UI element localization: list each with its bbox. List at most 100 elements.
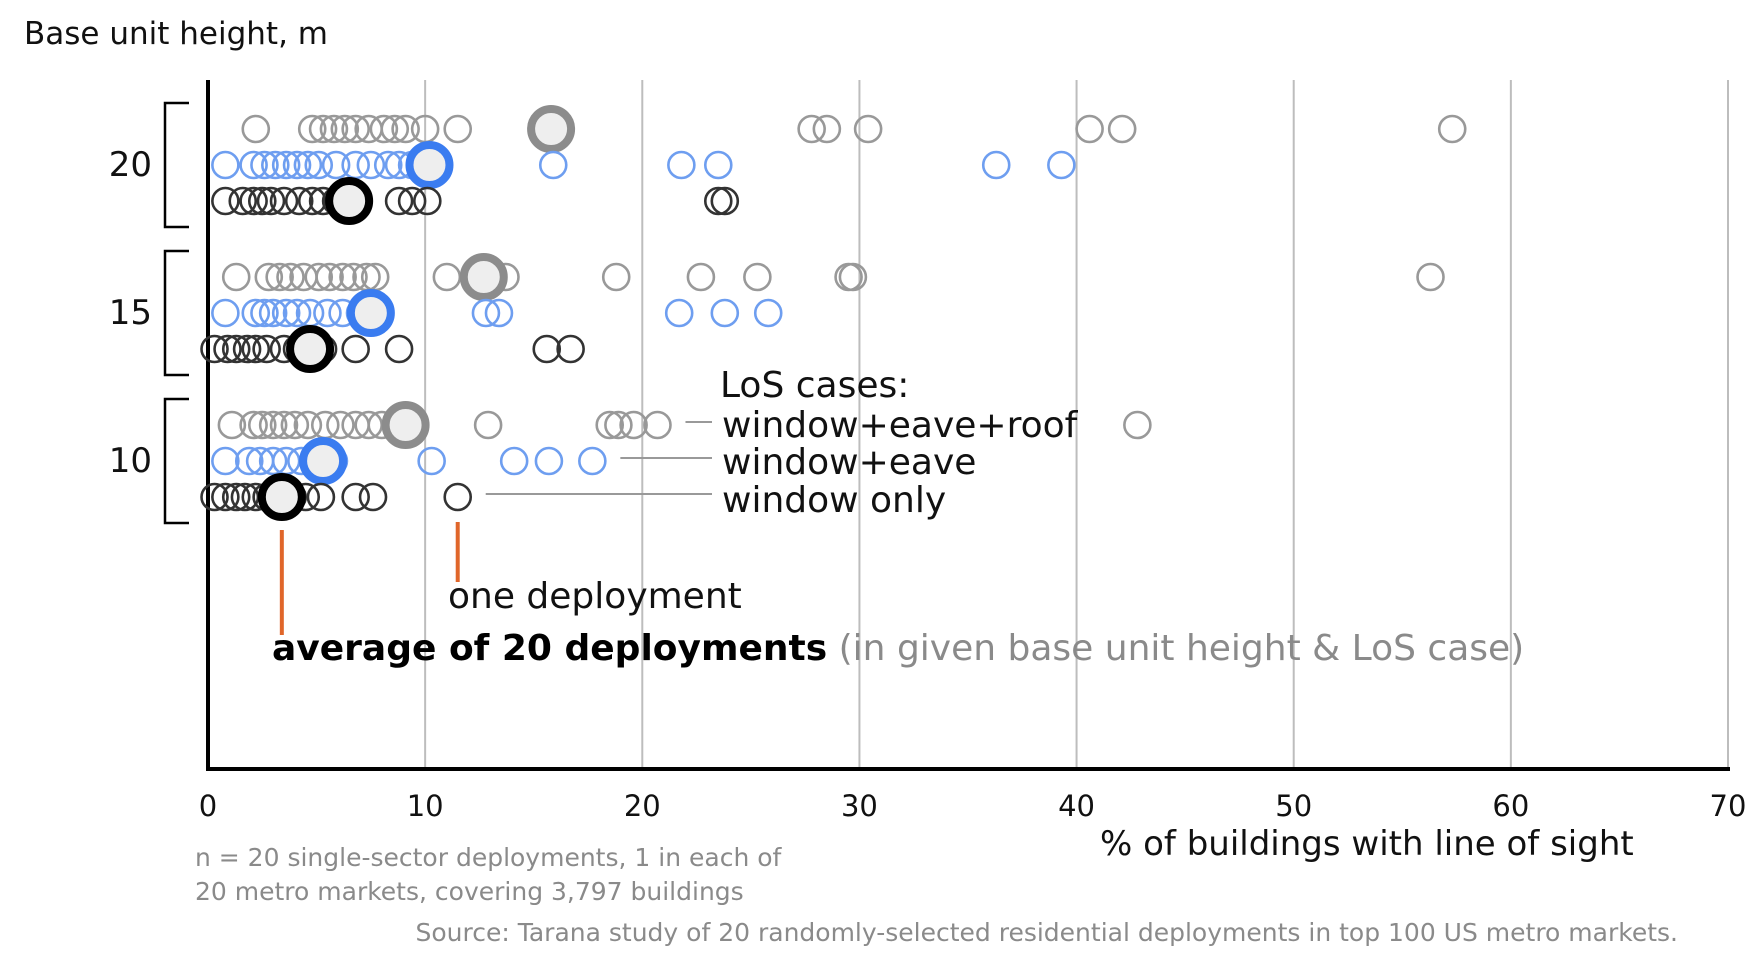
point-15-2-11 <box>384 334 414 364</box>
point-20-0-2 <box>308 114 338 144</box>
point-15-0-5 <box>304 262 334 292</box>
point-10-1-0 <box>211 446 240 476</box>
point-15-1-4 <box>271 298 301 328</box>
point-10-1-10 <box>534 446 564 476</box>
point-10-2-2 <box>221 482 251 512</box>
point-20-1-7 <box>304 150 334 180</box>
point-15-0-11 <box>432 262 462 292</box>
point-15-1-11 <box>471 298 501 328</box>
point-20-0-1 <box>297 114 327 144</box>
x-tick-20: 20 <box>624 789 661 823</box>
point-15-1-14 <box>710 298 740 328</box>
group-bracket-10 <box>163 397 189 525</box>
x-tick-10: 10 <box>407 789 444 823</box>
point-10-2-10 <box>341 482 370 512</box>
point-20-2-1 <box>228 186 258 216</box>
gridlines <box>424 80 1729 769</box>
x-tick-60: 60 <box>1492 789 1529 823</box>
point-10-2-0 <box>200 482 229 512</box>
point-15-1-0 <box>211 298 240 328</box>
average-marker-20-0 <box>527 105 576 153</box>
point-20-2-6 <box>284 186 314 216</box>
point-10-1-8 <box>417 446 446 476</box>
point-10-0-3 <box>258 410 288 440</box>
point-15-0-6 <box>315 262 344 292</box>
group-bracket-15 <box>163 249 189 377</box>
point-10-2-11 <box>358 482 388 512</box>
average-marker-15-2 <box>286 325 335 373</box>
point-20-2-14 <box>703 186 733 216</box>
point-20-0-15 <box>1075 114 1104 144</box>
point-20-0-9 <box>391 114 420 144</box>
point-20-1-5 <box>282 150 312 180</box>
los-cases-title: LoS cases: <box>720 365 909 406</box>
point-15-2-1 <box>213 334 242 364</box>
point-15-1-1 <box>241 298 271 328</box>
source-note: Source: Tarana study of 20 randomly-sele… <box>415 918 1678 947</box>
point-20-1-4 <box>271 150 301 180</box>
footnote-line-1: n = 20 single-sector deployments, 1 in e… <box>195 843 783 872</box>
point-20-1-8 <box>321 150 351 180</box>
point-20-1-10 <box>356 150 386 180</box>
point-20-1-18 <box>1047 150 1076 180</box>
point-15-2-10 <box>341 334 370 364</box>
point-20-2-12 <box>397 186 427 216</box>
group-label-15: 15 <box>109 293 152 333</box>
x-tick-40: 40 <box>1058 789 1095 823</box>
point-20-1-14 <box>538 150 568 180</box>
footnote-line-2: 20 metro markets, covering 3,797 buildin… <box>195 877 744 906</box>
point-20-1-1 <box>239 150 268 180</box>
point-10-0-2 <box>247 410 277 440</box>
case-label-window-eave: window+eave <box>722 442 976 483</box>
point-20-2-5 <box>269 186 299 216</box>
point-15-2-12 <box>532 334 562 364</box>
point-15-2-5 <box>252 334 281 364</box>
y-axis-title: Base unit height, m <box>24 16 328 52</box>
point-20-0-12 <box>797 114 826 144</box>
point-15-0-3 <box>276 262 305 292</box>
point-15-0-15 <box>743 262 772 292</box>
point-10-0-6 <box>293 410 323 440</box>
point-15-2-2 <box>221 334 251 364</box>
point-10-2-1 <box>211 482 240 512</box>
point-15-0-8 <box>339 262 368 292</box>
case-label-window-eave-roof: window+eave+roof <box>722 405 1079 446</box>
average-label-rest: (in given base unit height & LoS case) <box>827 628 1524 669</box>
average-marker-20-1 <box>405 141 454 189</box>
x-tick-30: 30 <box>841 789 878 823</box>
point-10-0-4 <box>269 410 299 440</box>
x-tick-labels: 0 10 20 30 40 50 60 70 <box>199 789 1747 823</box>
x-axis-title: % of buildings with line of sight <box>1100 824 1634 864</box>
point-20-2-3 <box>247 186 277 216</box>
group-label-10: 10 <box>109 441 152 481</box>
group-brackets: 20 15 10 <box>109 101 189 525</box>
point-10-1-3 <box>258 446 288 476</box>
point-15-1-5 <box>282 298 312 328</box>
average-marker-15-1 <box>346 289 395 337</box>
point-15-1-13 <box>664 298 694 328</box>
point-10-0-12 <box>473 410 503 440</box>
point-20-0-5 <box>341 114 370 144</box>
point-20-0-0 <box>241 114 271 144</box>
point-10-0-17 <box>1123 410 1152 440</box>
point-10-0-5 <box>280 410 310 440</box>
average-marker-20-2 <box>325 177 374 225</box>
point-20-2-11 <box>384 186 414 216</box>
point-20-1-16 <box>703 150 733 180</box>
point-10-0-14 <box>604 410 633 440</box>
point-20-1-0 <box>211 150 240 180</box>
point-20-0-14 <box>853 114 883 144</box>
point-10-1-11 <box>578 446 607 476</box>
point-10-0-13 <box>595 410 625 440</box>
point-15-2-13 <box>556 334 585 364</box>
point-15-0-17 <box>838 262 868 292</box>
point-20-1-6 <box>293 150 323 180</box>
point-20-1-9 <box>341 150 370 180</box>
point-15-1-3 <box>258 298 288 328</box>
point-10-0-7 <box>310 410 340 440</box>
point-10-2-9 <box>306 482 336 512</box>
point-15-2-3 <box>232 334 262 364</box>
point-10-0-8 <box>326 410 355 440</box>
average-label-bold: average of 20 deployments <box>272 628 827 669</box>
point-15-1-12 <box>484 298 514 328</box>
